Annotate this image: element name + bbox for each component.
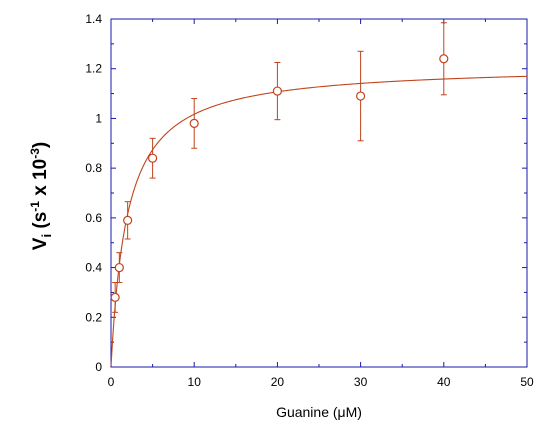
tick-labels: 0 0.2 0.4 0.6 0.8 1 1.2 1.4 0 10 20 30 40 50 [85,12,534,389]
y-axis-label-sup1: -1 [28,201,42,212]
x-tick-label: 50 [520,375,534,389]
data-point [114,262,124,273]
x-tick-label: 10 [188,375,202,389]
data-point [189,118,199,129]
y-tick-label: 0.2 [85,310,102,324]
y-axis-label-sub: i [39,234,54,238]
y-axis-label-open: (s [30,212,51,234]
y-tick-label: 1 [95,111,102,125]
data-point [356,91,366,101]
x-tick-label: 30 [354,375,368,389]
fit-layer [110,75,528,366]
y-tick-label: 0.6 [85,211,102,225]
axis-ticks [110,18,528,368]
x-tick-label: 20 [271,375,285,389]
y-axis-label: Vi (s-1 x 10-3) [28,142,54,250]
plot-frame [110,18,528,368]
data-point [148,153,158,163]
y-tick-label: 1.2 [85,62,102,76]
data-point [439,54,449,64]
fit-curve [110,75,528,366]
data-point [123,215,133,225]
y-tick-label: 0.8 [85,161,102,175]
x-tick-label: 40 [437,375,451,389]
y-tick-label: 1.4 [85,12,102,26]
x-axis-label: Guanine (μM) [276,404,362,420]
y-axis-label-mid: x 10 [30,159,51,201]
data-marks [110,22,449,313]
y-tick-label: 0 [95,360,102,374]
data-point [110,292,120,302]
y-axis-label-close: ) [30,142,51,148]
x-tick-label: 0 [108,375,115,389]
y-axis-label-base: V [30,237,51,250]
data-point [272,86,282,96]
y-axis-label-sup2: -3 [28,148,42,159]
y-tick-label: 0.4 [85,261,102,275]
